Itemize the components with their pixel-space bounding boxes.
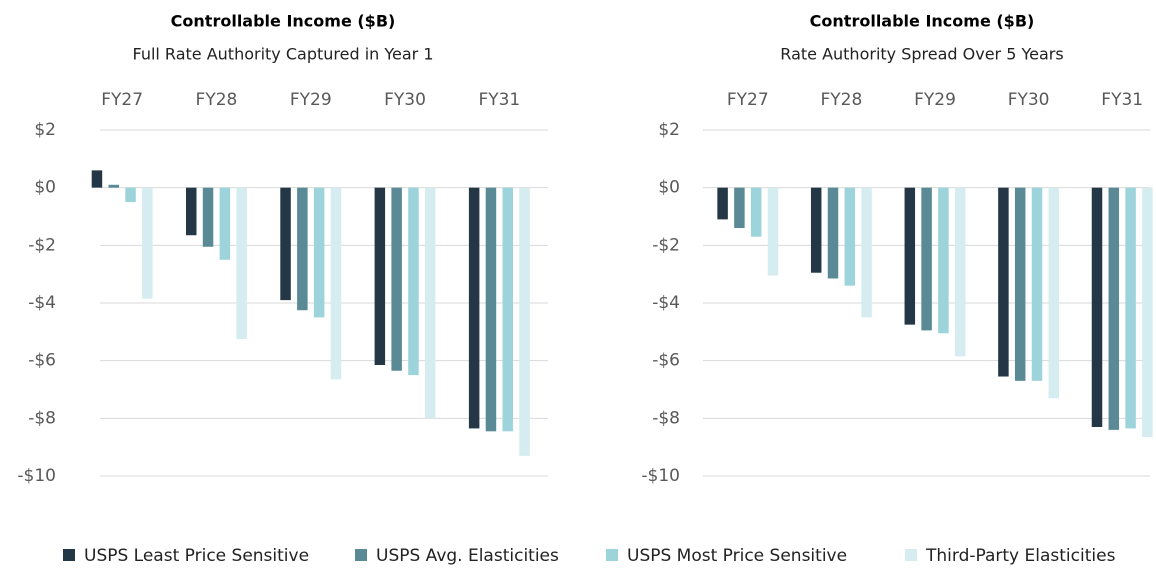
bar bbox=[861, 187, 872, 318]
legend-swatch bbox=[355, 549, 367, 561]
y-tick-label: -$10 bbox=[17, 466, 56, 486]
bar bbox=[186, 187, 197, 236]
y-tick-label: -$6 bbox=[652, 351, 680, 371]
legend-swatch bbox=[606, 549, 618, 561]
bar bbox=[91, 170, 103, 188]
y-tick-label: -$4 bbox=[652, 293, 680, 313]
bar bbox=[297, 187, 308, 311]
bar bbox=[202, 187, 214, 247]
y-tick-label: -$2 bbox=[652, 235, 680, 255]
bar bbox=[408, 187, 419, 376]
y-tick-label: -$10 bbox=[641, 466, 680, 486]
x-tick-label: FY28 bbox=[821, 90, 863, 110]
bar bbox=[313, 187, 325, 318]
bar bbox=[502, 187, 513, 432]
bar bbox=[844, 187, 856, 286]
y-tick-label: $0 bbox=[658, 178, 680, 198]
y-tick-label: -$4 bbox=[28, 293, 56, 313]
bar bbox=[236, 187, 247, 340]
legend-label: USPS Most Price Sensitive bbox=[627, 546, 847, 566]
bar bbox=[425, 187, 436, 419]
x-tick-label: FY29 bbox=[290, 90, 332, 110]
bar bbox=[485, 187, 497, 432]
bar bbox=[280, 187, 291, 301]
bar bbox=[1048, 187, 1060, 399]
x-tick-label: FY30 bbox=[1008, 90, 1050, 110]
bar bbox=[717, 187, 728, 220]
chart-title: Controllable Income ($B) bbox=[171, 12, 396, 31]
x-tick-label: FY30 bbox=[384, 90, 426, 110]
bar bbox=[998, 187, 1009, 377]
bar bbox=[374, 187, 386, 365]
bar bbox=[938, 187, 949, 334]
chart-title: Controllable Income ($B) bbox=[810, 12, 1035, 31]
x-tick-label: FY27 bbox=[101, 90, 143, 110]
y-tick-label: -$6 bbox=[28, 351, 56, 371]
bar bbox=[1014, 187, 1026, 381]
chart-subtitle: Full Rate Authority Captured in Year 1 bbox=[132, 45, 433, 64]
y-tick-label: $2 bbox=[658, 120, 680, 140]
bar bbox=[1091, 187, 1103, 427]
bar bbox=[330, 187, 342, 380]
bar bbox=[1125, 187, 1136, 429]
y-tick-label: -$8 bbox=[28, 408, 56, 428]
bar bbox=[767, 187, 779, 276]
bar bbox=[810, 187, 822, 273]
legend-label: USPS Avg. Elasticities bbox=[376, 546, 559, 566]
bar bbox=[1142, 187, 1153, 438]
bar bbox=[954, 187, 966, 357]
y-tick-label: -$2 bbox=[28, 235, 56, 255]
bar bbox=[391, 187, 402, 371]
x-tick-label: FY27 bbox=[727, 90, 769, 110]
bar bbox=[734, 187, 745, 229]
legend-label: Third-Party Elasticities bbox=[925, 546, 1116, 566]
y-tick-label: $0 bbox=[34, 178, 56, 198]
bar bbox=[1031, 187, 1043, 381]
bar bbox=[519, 187, 530, 456]
bar bbox=[219, 187, 231, 260]
x-tick-label: FY29 bbox=[914, 90, 956, 110]
x-tick-label: FY31 bbox=[478, 90, 520, 110]
y-tick-label: -$8 bbox=[652, 408, 680, 428]
bar bbox=[904, 187, 916, 325]
bar bbox=[468, 187, 480, 429]
bar bbox=[108, 184, 119, 188]
legend-swatch bbox=[63, 549, 75, 561]
bar bbox=[1108, 187, 1120, 430]
x-tick-label: FY31 bbox=[1101, 90, 1143, 110]
bar bbox=[142, 187, 153, 299]
chart-subtitle: Rate Authority Spread Over 5 Years bbox=[780, 45, 1063, 64]
bar bbox=[921, 187, 932, 331]
bar bbox=[827, 187, 839, 279]
bar bbox=[750, 187, 762, 237]
x-tick-label: FY28 bbox=[196, 90, 238, 110]
legend-swatch bbox=[905, 549, 917, 561]
y-tick-label: $2 bbox=[34, 120, 56, 140]
bar bbox=[125, 187, 136, 203]
legend-label: USPS Least Price Sensitive bbox=[84, 546, 309, 566]
